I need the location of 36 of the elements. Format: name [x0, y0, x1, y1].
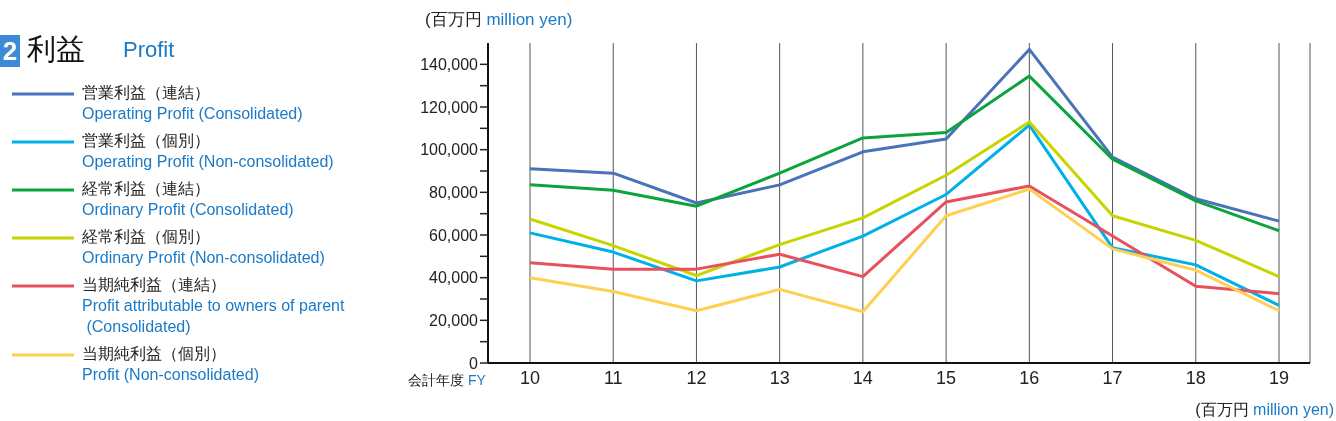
legend-label: 当期純利益（連結） Profit attributable to owners of parent (Consolidated): [82, 275, 346, 337]
number-badge: 2: [0, 35, 20, 67]
x-tick-label: 13: [769, 367, 790, 388]
line-series: [528, 120, 1281, 279]
legend-label: 当期純利益（個別） Profit (Non-consolidated): [82, 344, 260, 385]
y-tick-label: 80,000: [429, 184, 479, 202]
legend-label: 営業利益（連結） Operating Profit (Consolidated): [82, 83, 304, 124]
x-tick-label: 12: [686, 367, 707, 388]
x-axis-title: 会計年度 FY: [408, 372, 486, 388]
y-tick-label: 100,000: [420, 141, 479, 159]
y-tick-label: 140,000: [420, 56, 479, 74]
text: 利益: [27, 32, 85, 67]
x-tick-label: 16: [1019, 367, 1040, 388]
text: (百万円 million yen): [1195, 401, 1334, 418]
y-tick-label: 0: [469, 354, 479, 372]
x-tick-label: 11: [603, 367, 623, 388]
line-series: [528, 74, 1281, 233]
y-tick-label: 60,000: [429, 226, 479, 244]
line-series: [528, 47, 1281, 223]
x-tick-label: 14: [852, 367, 873, 388]
x-tick-label: 18: [1185, 367, 1206, 388]
legend-label: 経常利益（連結） Ordinary Profit (Consolidated): [82, 179, 295, 220]
line-series: [528, 123, 1281, 307]
x-tick-label: 19: [1268, 367, 1290, 388]
y-tick-label: 40,000: [429, 269, 479, 287]
y-tick-label: 20,000: [429, 312, 479, 330]
x-tick-label: 15: [936, 367, 957, 388]
line-series: [528, 187, 1281, 314]
x-tick-label: 10: [519, 367, 541, 388]
legend-label: 営業利益（個別） Operating Profit (Non-consolidated): [82, 131, 335, 172]
x-tick-label: 17: [1102, 367, 1123, 388]
legend-label: 経常利益（個別） Ordinary Profit (Non-consolidated): [82, 227, 326, 268]
text: Profit: [123, 37, 175, 63]
y-axis-title: (百万円 million yen): [425, 10, 573, 29]
y-tick-label: 120,000: [420, 98, 479, 116]
line-series: [528, 184, 1281, 296]
